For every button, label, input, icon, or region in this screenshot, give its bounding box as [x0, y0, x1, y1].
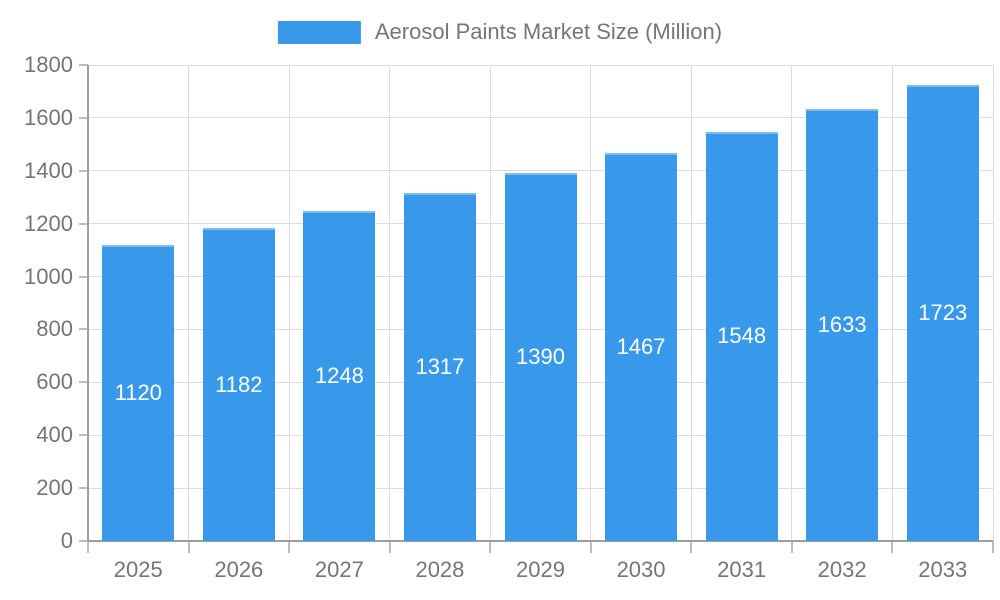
- x-gridline: [389, 65, 391, 541]
- x-axis-label: 2033: [918, 557, 968, 582]
- y-axis-label: 1000: [24, 263, 73, 289]
- bar-2026: 1182: [202, 228, 275, 541]
- bar-2025: 1120: [102, 244, 175, 541]
- y-tick-mark: [79, 64, 88, 66]
- y-axis-label: 400: [36, 422, 73, 448]
- y-axis-label: 1400: [24, 157, 73, 183]
- y-axis-label: 600: [36, 369, 73, 395]
- x-tick-mark: [489, 541, 492, 553]
- y-axis-label: 0: [60, 528, 73, 553]
- y-tick-mark: [79, 540, 88, 542]
- x-axis-label: 2029: [516, 557, 565, 582]
- x-gridline: [188, 65, 190, 541]
- x-axis-label: 2027: [314, 557, 364, 582]
- bar-value-label: 1120: [114, 379, 162, 405]
- y-axis-label: 1200: [24, 210, 73, 236]
- x-axis-line: [88, 540, 993, 542]
- x-axis-label: 2026: [214, 557, 264, 582]
- y-axis-label: 1800: [24, 52, 73, 77]
- y-gridline: [88, 117, 993, 119]
- bar-value-label: 1390: [516, 344, 565, 370]
- x-tick-mark: [388, 541, 391, 553]
- x-tick-mark: [790, 541, 793, 553]
- bar-value-label: 1182: [215, 371, 263, 397]
- x-gridline: [590, 65, 592, 541]
- y-tick-mark: [79, 169, 88, 172]
- y-tick-mark: [79, 275, 88, 278]
- x-gridline: [891, 65, 893, 541]
- bar-2029: 1390: [504, 173, 577, 541]
- bar-2027: 1248: [303, 210, 376, 541]
- x-axis-label: 2031: [717, 557, 767, 582]
- x-tick-mark: [589, 541, 592, 553]
- x-tick-mark: [690, 541, 693, 553]
- y-axis-line: [87, 65, 89, 541]
- x-gridline: [791, 65, 793, 541]
- y-tick-mark: [79, 487, 88, 490]
- y-axis-label: 200: [36, 475, 73, 501]
- bar-2033: 1723: [906, 85, 979, 541]
- x-gridline: [288, 65, 290, 541]
- y-gridline: [88, 170, 993, 172]
- legend-item[interactable]: Aerosol Paints Market Size (Million): [277, 19, 723, 45]
- bar-value-label: 1723: [918, 300, 968, 326]
- x-axis-label: 2025: [113, 557, 163, 582]
- bar-value-label: 1317: [415, 353, 465, 379]
- legend-swatch: [277, 20, 361, 44]
- x-tick-mark: [87, 541, 89, 553]
- bar-value-label: 1248: [314, 362, 364, 388]
- y-axis-label: 1600: [24, 104, 73, 130]
- y-gridline: [88, 64, 993, 66]
- x-tick-mark: [187, 541, 190, 553]
- y-tick-mark: [79, 434, 88, 437]
- legend-label: Aerosol Paints Market Size (Million): [374, 19, 723, 44]
- bar-2030: 1467: [605, 153, 678, 541]
- bar-value-label: 1467: [616, 334, 666, 360]
- x-gridline: [992, 65, 994, 541]
- y-tick-mark: [79, 328, 88, 331]
- y-tick-mark: [79, 116, 88, 119]
- y-axis-label: 800: [36, 316, 73, 342]
- x-axis-label: 2030: [616, 557, 666, 582]
- y-tick-mark: [79, 381, 88, 384]
- x-tick-mark: [288, 541, 291, 553]
- bar-2028: 1317: [403, 192, 476, 541]
- bar-2031: 1548: [705, 131, 778, 541]
- x-axis-label: 2032: [817, 557, 867, 582]
- x-tick-mark: [891, 541, 894, 553]
- x-axis-label: 2028: [415, 557, 465, 582]
- bar-value-label: 1633: [817, 312, 867, 338]
- bar-2032: 1633: [806, 109, 879, 541]
- bar-value-label: 1548: [717, 323, 767, 349]
- x-gridline: [690, 65, 692, 541]
- y-tick-mark: [79, 222, 88, 225]
- x-tick-mark: [992, 541, 994, 553]
- x-gridline: [489, 65, 491, 541]
